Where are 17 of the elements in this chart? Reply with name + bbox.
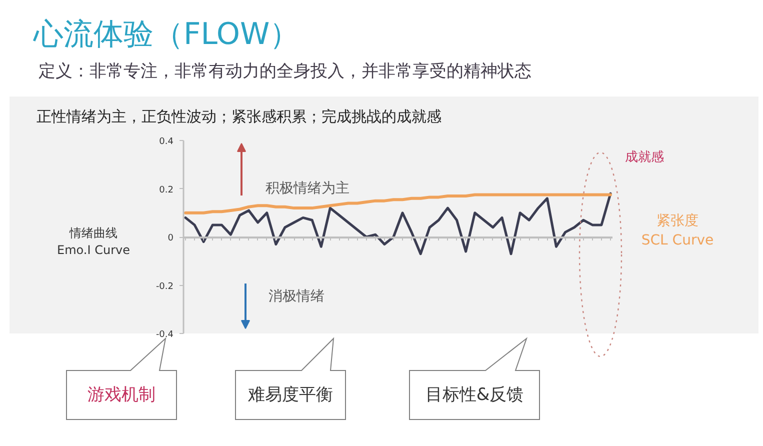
text: 紧张度 SCL Curve: [641, 213, 714, 248]
chart-subtitle: 定义：非常专注，非常有动力的全身投入，并非常享受的精神状态: [38, 62, 532, 82]
text: 目标性&反馈: [425, 385, 524, 405]
text: 难易度平衡: [247, 385, 333, 405]
annotation: 消极情绪: [268, 288, 324, 304]
y-axis-title: 情绪曲线 Emo.I Curve: [57, 226, 130, 257]
y-tick-label: -0.2: [156, 282, 174, 292]
chart-title: 心流体验（FLOW）: [32, 17, 300, 52]
text: 游戏机制: [88, 385, 156, 405]
text: 成就感: [625, 150, 664, 165]
annotation: 积极情绪为主: [266, 180, 350, 196]
line-series: [184, 193, 612, 214]
y-tick-label: 0: [168, 234, 174, 244]
y-tick-label: 0.4: [159, 137, 174, 147]
y-tick-label: -0.4: [156, 330, 174, 340]
y-tick-label: 0.2: [159, 185, 174, 196]
text: 正性情绪为主，正负性波动；紧张感积累；完成挑战的成就感: [36, 108, 442, 126]
